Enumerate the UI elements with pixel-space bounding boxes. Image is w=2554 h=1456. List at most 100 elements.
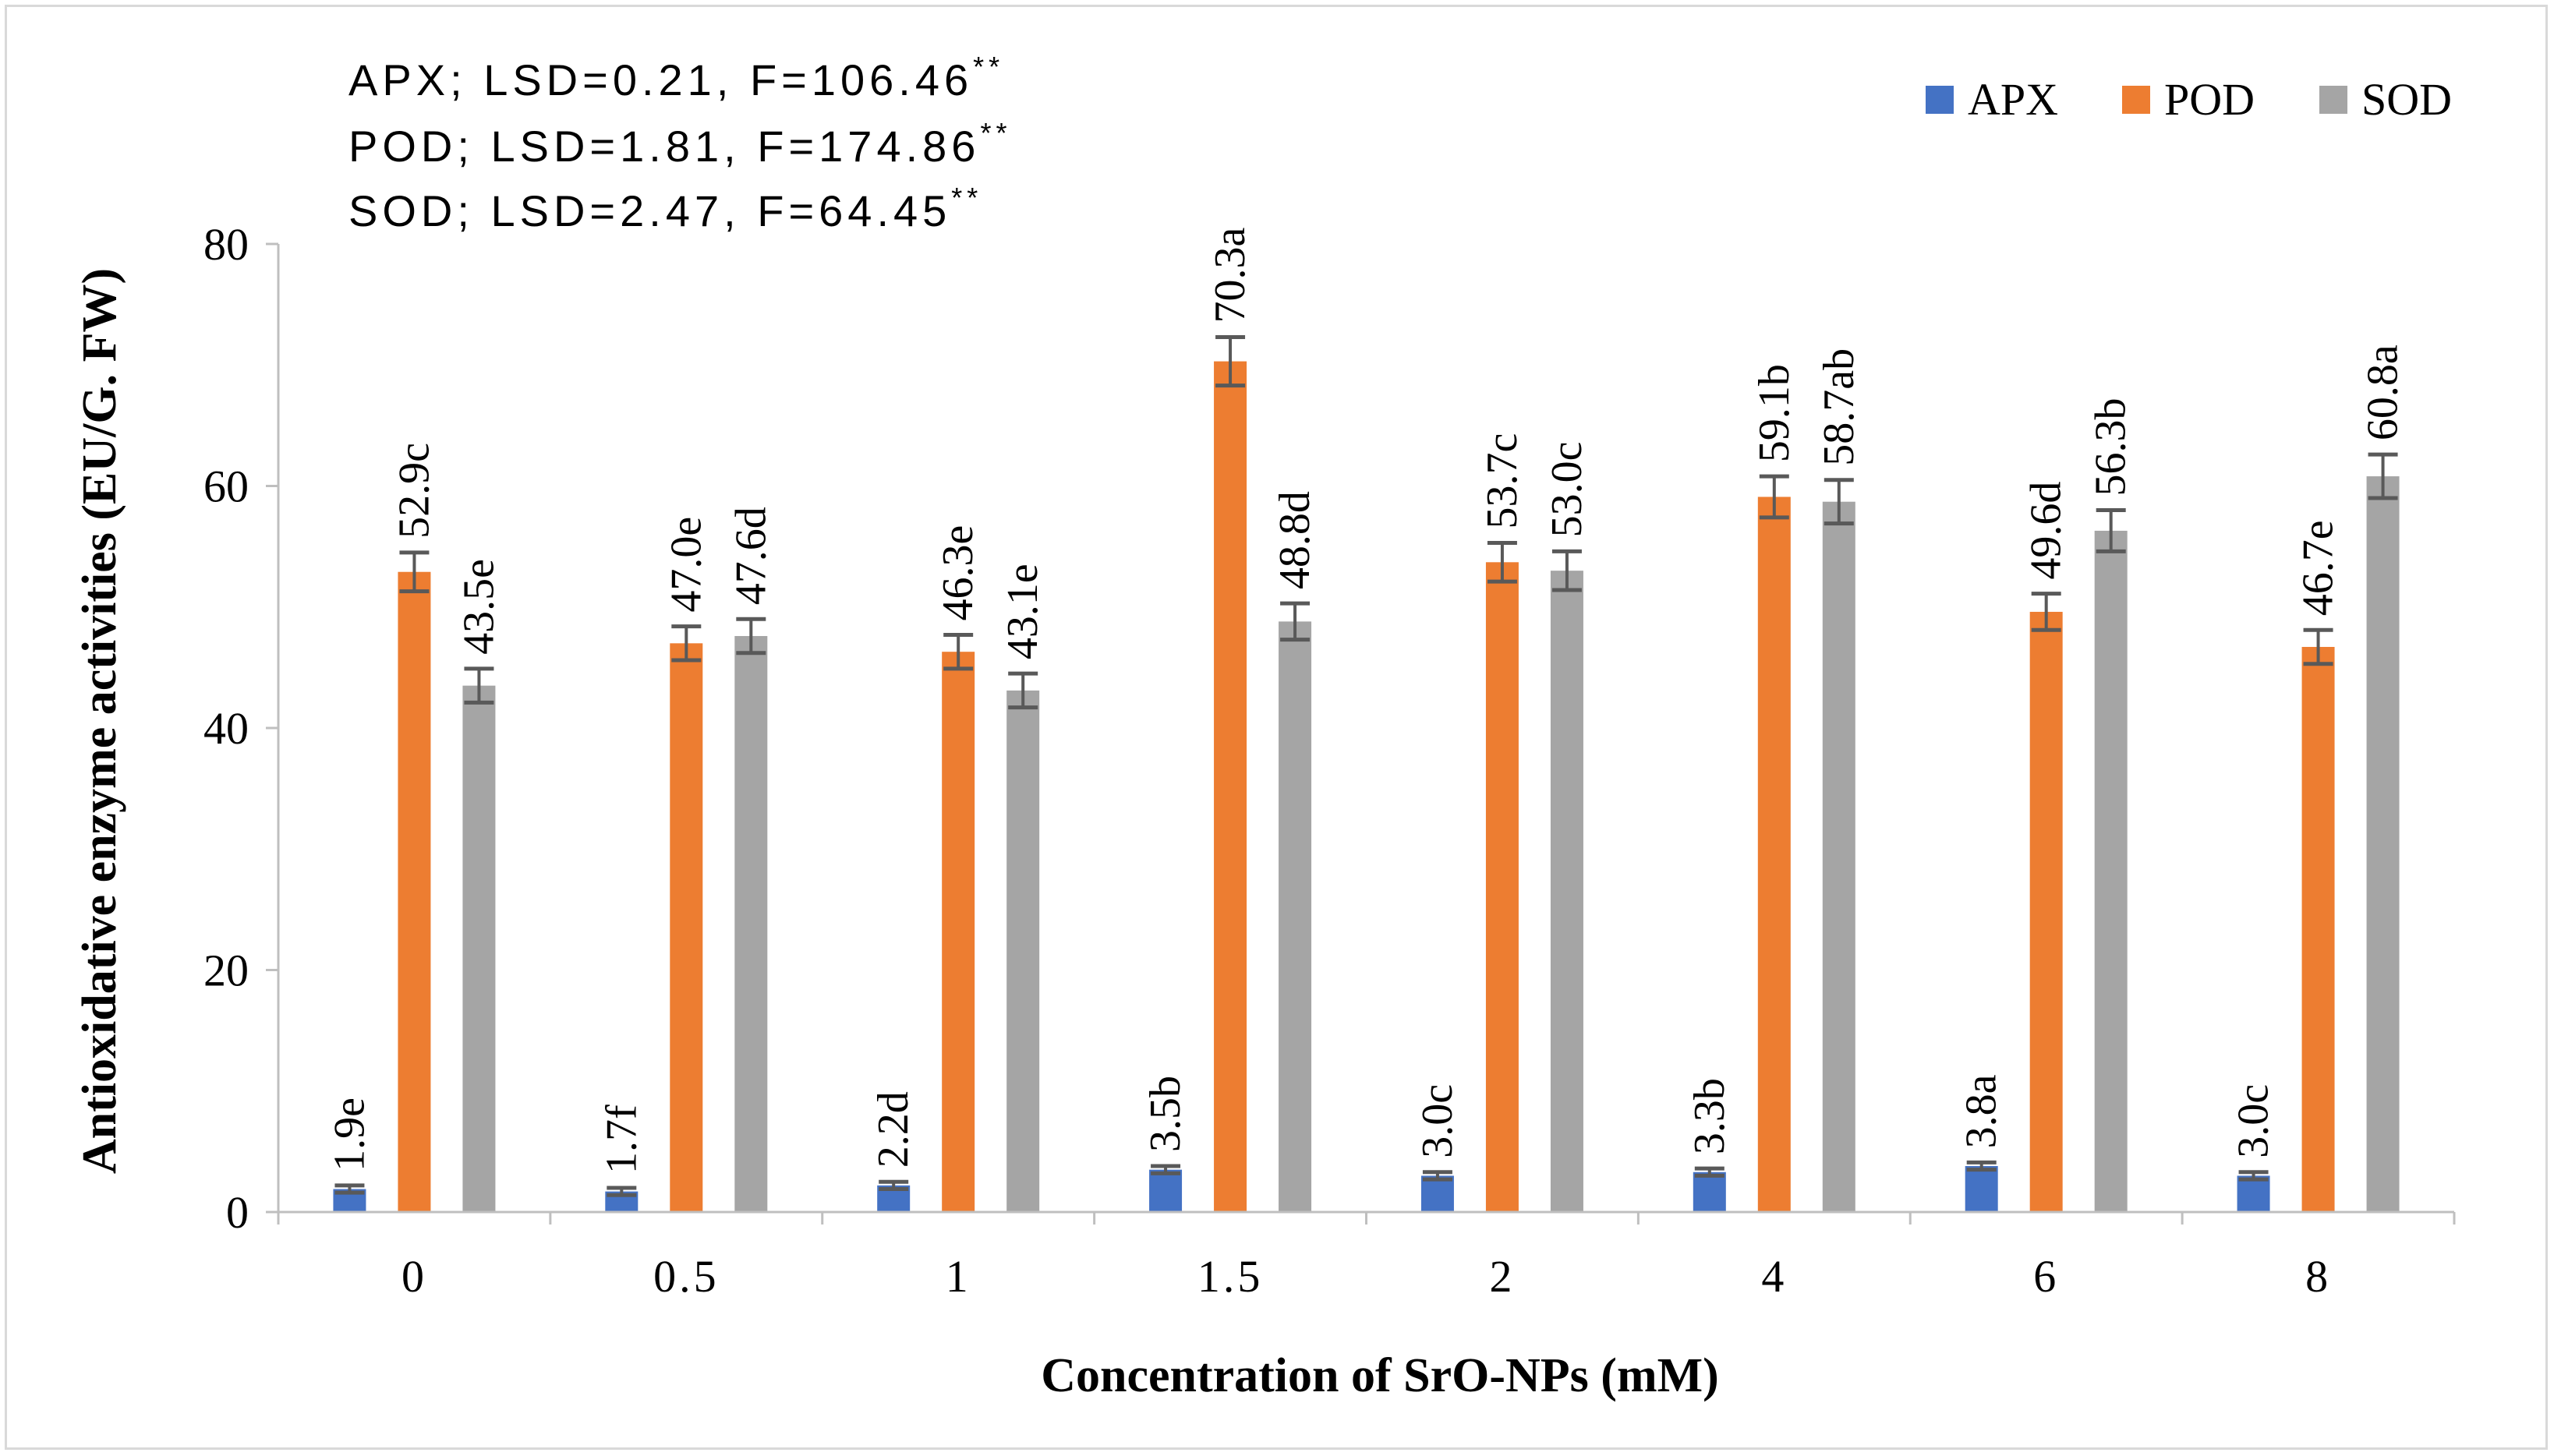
legend-swatch-sod [2319, 86, 2347, 114]
data-label-apx-5: 3.3b [1686, 1078, 1734, 1154]
bar-apx-3 [1149, 1169, 1183, 1212]
data-label-apx-3: 3.5b [1141, 1076, 1190, 1152]
stat-lsd: LSD=1.81 [490, 122, 723, 171]
error-bar-apx-1 [607, 1186, 637, 1197]
data-label-sod-4: 53.0c [1543, 441, 1591, 537]
stat-name: SOD [348, 186, 457, 235]
data-label-sod-3: 48.8d [1271, 491, 1319, 589]
bar-sod-6 [2094, 530, 2128, 1212]
x-tick-label: 6 [2033, 1251, 2059, 1302]
bar-pod-4 [1485, 562, 1519, 1212]
y-axis: 0 20 40 60 80 [203, 219, 280, 1238]
stat-name: APX [348, 55, 450, 104]
bar-sod-1 [734, 636, 768, 1212]
legend-label-pod: POD [2164, 74, 2255, 125]
stat-sep1: ; [457, 186, 490, 235]
error-bar-apx-4 [1422, 1170, 1452, 1182]
data-label-apx-7: 3.0c [2230, 1084, 2278, 1158]
stat-significance: ** [973, 51, 1004, 83]
data-label-sod-5: 58.7ab [1815, 348, 1863, 466]
error-bar-pod-0 [399, 550, 430, 594]
stat-text: POD; LSD=1.81, F=174.86** [348, 117, 1011, 171]
error-bar-apx-7 [2238, 1170, 2269, 1182]
x-tick-label: 4 [1761, 1251, 1787, 1302]
error-bar-pod-2 [943, 632, 974, 671]
data-label-pod-7: 46.7e [2294, 520, 2343, 616]
bar-pod-7 [2301, 646, 2335, 1212]
y-axis-title: Antioxidative enzyme activities (EU/G. F… [73, 268, 126, 1174]
stat-sep1: ; [450, 55, 483, 104]
data-label-pod-3: 70.3a [1206, 228, 1254, 323]
x-tick-label: 0 [401, 1251, 427, 1302]
stat-text: SOD; LSD=2.47, F=64.45** [348, 182, 982, 235]
error-bar-pod-6 [2031, 592, 2061, 632]
bar-apx-7 [2237, 1175, 2270, 1212]
legend-label-apx: APX [1968, 74, 2058, 125]
x-axis: 0 0.5 1 1.5 2 4 6 8 [277, 1210, 2456, 1302]
stat-sep2: , [716, 55, 750, 104]
data-label-sod-2: 43.1e [999, 564, 1047, 659]
stat-text: APX; LSD=0.21, F=106.46** [348, 51, 1004, 104]
legend-swatch-pod [2122, 86, 2150, 114]
x-tick-label: 1.5 [1197, 1251, 1264, 1302]
y-tick-label: 40 [203, 703, 249, 754]
data-label-sod-1: 47.6d [727, 507, 775, 605]
error-bar-sod-1 [736, 617, 766, 656]
error-bar-apx-5 [1694, 1166, 1724, 1178]
data-label-pod-6: 49.6d [2022, 482, 2071, 580]
x-tick-label: 2 [1489, 1251, 1515, 1302]
data-label-pod-2: 46.3e [934, 525, 982, 621]
bar-pod-6 [2029, 611, 2063, 1212]
stat-line-apx: APX; LSD=0.21, F=106.46** [348, 51, 1004, 104]
y-tick-label: 60 [203, 461, 249, 512]
data-label-apx-4: 3.0c [1413, 1084, 1462, 1158]
bar-sod-2 [1006, 690, 1040, 1212]
data-label-sod-0: 43.5e [455, 559, 503, 655]
bar-sod-3 [1279, 621, 1312, 1212]
y-tick-label: 0 [226, 1187, 249, 1238]
x-tick-label: 1 [946, 1251, 971, 1302]
data-label-apx-2: 2.2d [869, 1091, 918, 1168]
bar-sod-0 [462, 685, 496, 1212]
data-label-pod-5: 59.1b [1750, 364, 1799, 462]
stat-name: POD [348, 122, 457, 171]
error-bar-apx-6 [1966, 1160, 1997, 1172]
stat-line-pod: POD; LSD=1.81, F=174.86** [348, 117, 1011, 171]
error-bar-apx-3 [1151, 1164, 1181, 1175]
legend-swatch-apx [1926, 86, 1954, 114]
stat-sep1: ; [457, 122, 490, 171]
bar-apx-4 [1420, 1175, 1454, 1212]
y-tick-label: 80 [203, 219, 249, 270]
data-label-sod-6: 56.3b [2087, 398, 2135, 497]
error-bar-sod-5 [1824, 478, 1854, 526]
data-labels: 1.9e 1.7f 2.2d 3.5b 3.0c 3.3b 3.8a 3.0c 52.9c 47.… [325, 228, 2407, 1174]
bar-pod-1 [670, 643, 703, 1212]
error-bar-apx-2 [879, 1179, 909, 1192]
stat-lsd: LSD=2.47 [490, 186, 723, 235]
error-bar-pod-1 [671, 624, 702, 663]
x-axis-title: Concentration of SrO-NPs (mM) [1041, 1349, 1719, 1402]
bar-apx-5 [1693, 1172, 1726, 1212]
error-bar-sod-3 [1280, 601, 1311, 642]
stat-line-sod: SOD; LSD=2.47, F=64.45** [348, 182, 982, 235]
error-bar-pod-4 [1487, 540, 1517, 584]
bar-sod-4 [1550, 571, 1583, 1212]
stat-f: F=174.86 [757, 122, 980, 171]
y-tick-label: 20 [203, 945, 249, 996]
error-bar-apx-0 [334, 1183, 365, 1195]
error-bars [334, 335, 2398, 1197]
error-bar-sod-0 [464, 666, 494, 705]
stat-sep2: , [723, 186, 757, 235]
bar-pod-0 [398, 571, 431, 1212]
data-label-apx-6: 3.8a [1958, 1074, 2006, 1148]
data-label-pod-4: 53.7c [1478, 433, 1526, 529]
legend-item-apx: APX [1926, 74, 2058, 125]
bar-apx-6 [1965, 1166, 1998, 1212]
error-bar-pod-7 [2303, 627, 2333, 666]
error-bar-sod-4 [1551, 549, 1582, 592]
bar-pod-5 [1757, 497, 1791, 1212]
x-tick-label: 0.5 [653, 1251, 720, 1302]
error-bar-sod-2 [1008, 671, 1038, 710]
bar-pod-3 [1214, 361, 1247, 1212]
